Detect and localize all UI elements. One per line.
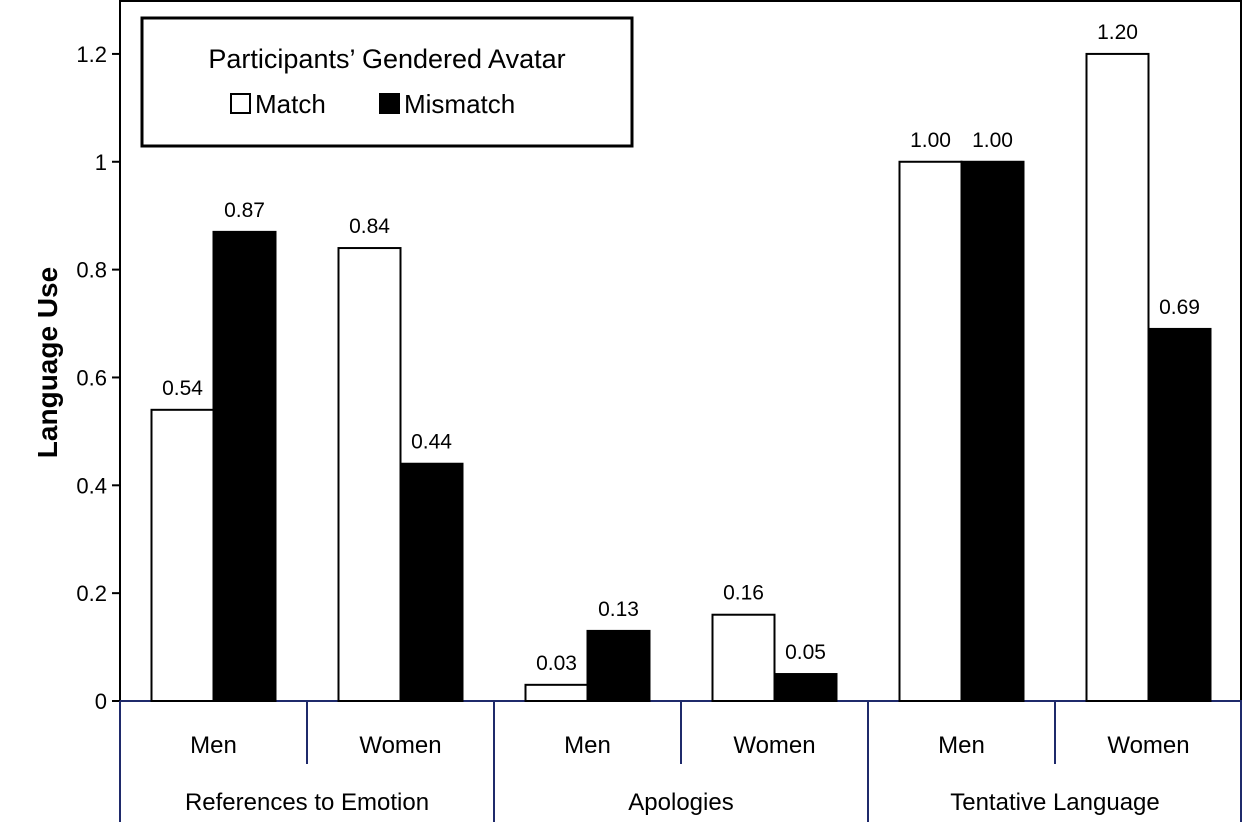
group-label: Tentative Language bbox=[950, 789, 1160, 816]
legend-box bbox=[140, 16, 634, 148]
bar-value-label: 1.00 bbox=[910, 129, 951, 152]
y-tick-label: 1.2 bbox=[76, 42, 107, 67]
legend-title: Participants’ Gendered Avatar bbox=[208, 44, 565, 74]
bar-mismatch bbox=[773, 673, 838, 702]
group-label: References to Emotion bbox=[185, 789, 429, 816]
y-tick-label: 1 bbox=[95, 150, 107, 175]
bar-match bbox=[150, 408, 215, 702]
category-label: Men bbox=[938, 732, 985, 759]
legend-swatch-mismatch bbox=[379, 93, 400, 114]
bar-mismatch bbox=[960, 160, 1025, 702]
legend-label-mismatch: Mismatch bbox=[404, 89, 515, 119]
legend-label-match: Match bbox=[255, 89, 326, 119]
bar-mismatch bbox=[399, 462, 464, 702]
y-tick-label: 0 bbox=[95, 689, 107, 714]
bar-mismatch bbox=[1147, 327, 1212, 702]
bar-value-label: 0.54 bbox=[162, 377, 203, 400]
bar-value-label: 1.20 bbox=[1097, 21, 1138, 44]
bar-value-label: 1.00 bbox=[972, 129, 1013, 152]
y-tick-label: 0.2 bbox=[76, 581, 107, 606]
category-label: Women bbox=[1107, 732, 1189, 759]
bar-mismatch bbox=[586, 629, 651, 703]
y-tick-label: 0.4 bbox=[76, 473, 107, 498]
bar-value-label: 0.16 bbox=[723, 582, 764, 605]
group-label: Apologies bbox=[628, 789, 733, 816]
bar-match bbox=[524, 683, 589, 702]
bar-value-label: 0.03 bbox=[536, 652, 577, 675]
legend-swatch-match bbox=[230, 93, 251, 114]
bar-value-label: 0.44 bbox=[411, 431, 452, 454]
category-label: Women bbox=[359, 732, 441, 759]
y-tick-label: 0.6 bbox=[76, 365, 107, 390]
y-axis-label: Language Use bbox=[32, 267, 63, 458]
bar-match bbox=[337, 247, 402, 703]
y-tick-label: 0.8 bbox=[76, 258, 107, 283]
bar-value-label: 0.13 bbox=[598, 598, 639, 621]
category-label: Men bbox=[190, 732, 237, 759]
bar-value-label: 0.84 bbox=[349, 215, 390, 238]
category-label: Men bbox=[564, 732, 611, 759]
legend: Participants’ Gendered Avatar Match Mismat… bbox=[140, 16, 634, 148]
bar-match bbox=[1085, 52, 1150, 702]
value-labels: 0.54 0.84 0.03 0.16 1.00 1.20 0.87 0.44 0.13 0.05… bbox=[162, 21, 1200, 675]
bar-mismatch bbox=[212, 230, 277, 702]
bar-value-label: 0.05 bbox=[785, 641, 826, 664]
bars bbox=[150, 52, 1212, 703]
bar-value-label: 0.69 bbox=[1159, 296, 1200, 319]
bar-value-label: 0.87 bbox=[224, 199, 265, 222]
bar-match bbox=[711, 613, 776, 703]
axes: 0 0.2 0.4 0.6 0.8 1 1.2 Language Use Men Women Men… bbox=[32, 0, 1242, 822]
category-label: Women bbox=[733, 732, 815, 759]
bar-match bbox=[898, 160, 963, 702]
